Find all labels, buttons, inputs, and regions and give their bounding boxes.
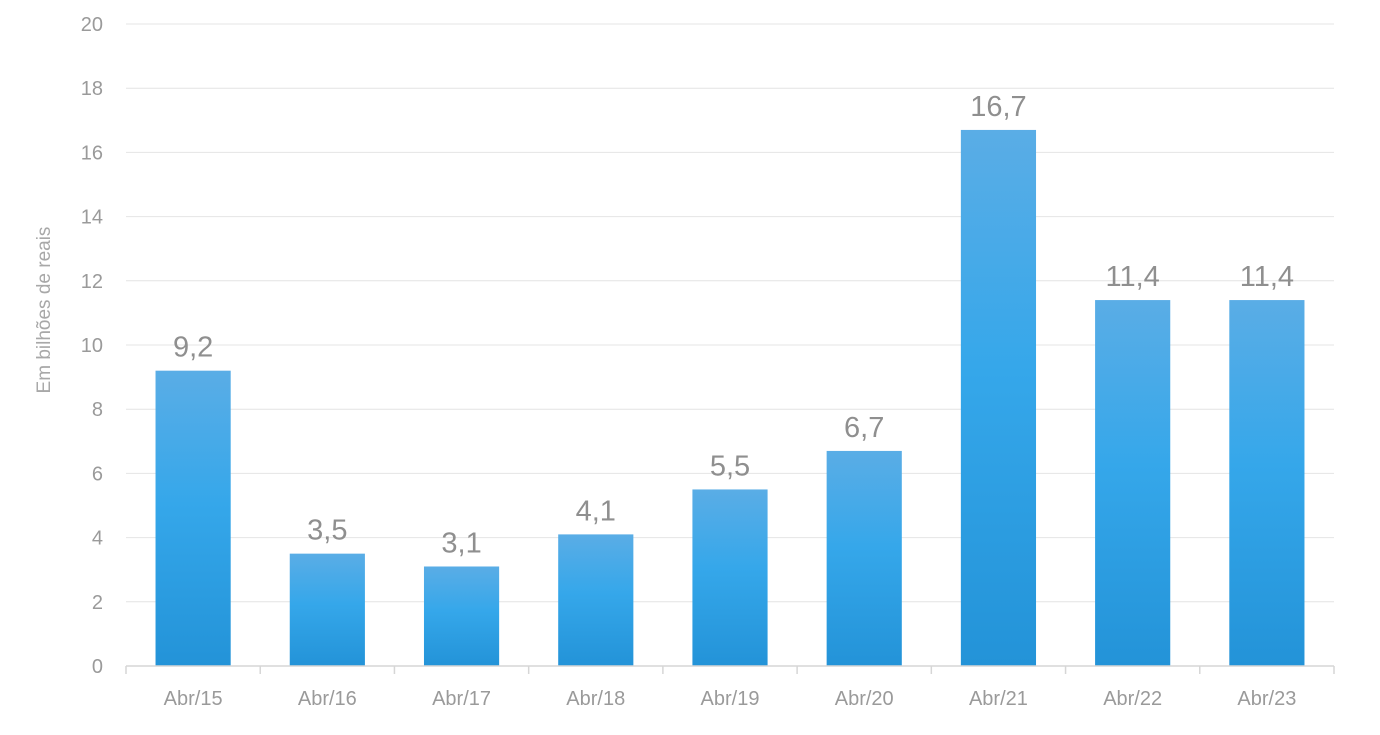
y-tick-label: 6	[92, 463, 103, 485]
x-tick-label: Abr/15	[164, 688, 223, 710]
x-tick-label: Abr/19	[701, 688, 760, 710]
bar-value-label: 5,5	[710, 450, 750, 482]
y-tick-label: 20	[81, 14, 103, 36]
y-tick-label: 10	[81, 335, 103, 357]
y-tick-label: 16	[81, 142, 103, 164]
y-tick-label: 8	[92, 399, 103, 421]
x-tick-label: Abr/21	[969, 688, 1028, 710]
bar	[1095, 300, 1171, 666]
y-tick-label: 18	[81, 78, 103, 100]
x-tick-label: Abr/18	[566, 688, 625, 710]
bar-value-label: 11,4	[1106, 261, 1160, 293]
bar-value-label: 16,7	[970, 91, 1026, 123]
y-tick-label: 14	[81, 207, 103, 229]
y-tick-label: 12	[81, 271, 103, 293]
y-tick-label: 2	[92, 592, 103, 614]
data-labels: 9,2 3,5 3,1 4,1 5,5 6,7 16,7 11,4 11,4	[173, 91, 1294, 560]
bar-value-label: 3,5	[307, 515, 347, 547]
bar-value-label: 11,4	[1240, 261, 1294, 293]
x-axis: Abr/15 Abr/16 Abr/17 Abr/18 Abr/19 Abr/20 Abr/…	[125, 665, 1335, 710]
gridlines	[126, 23, 1334, 603]
bar	[1229, 300, 1305, 666]
bar	[826, 450, 902, 666]
y-axis-title: Em bilhões de reais	[34, 227, 55, 394]
bar	[289, 553, 365, 666]
bar-value-label: 9,2	[173, 332, 213, 364]
bar	[155, 370, 231, 666]
bars	[155, 129, 1305, 666]
x-tick-label: Abr/22	[1103, 688, 1162, 710]
bar	[692, 489, 768, 666]
bar	[960, 129, 1037, 666]
y-tick-label: 4	[92, 528, 103, 550]
x-tick-label: Abr/16	[298, 688, 357, 710]
x-tick-label: Abr/20	[835, 688, 894, 710]
y-tick-label: 0	[92, 656, 103, 678]
bar-value-label: 4,1	[576, 495, 616, 527]
x-tick-label: Abr/17	[432, 688, 491, 710]
x-tick-label: Abr/23	[1237, 688, 1296, 710]
bar	[423, 566, 500, 666]
bar-value-label: 6,7	[844, 412, 884, 444]
bar-value-label: 3,1	[441, 527, 481, 559]
y-axis-ticks: 0 2 4 6 8 10 12 14 16 18 20	[81, 14, 103, 678]
bar	[558, 534, 634, 666]
